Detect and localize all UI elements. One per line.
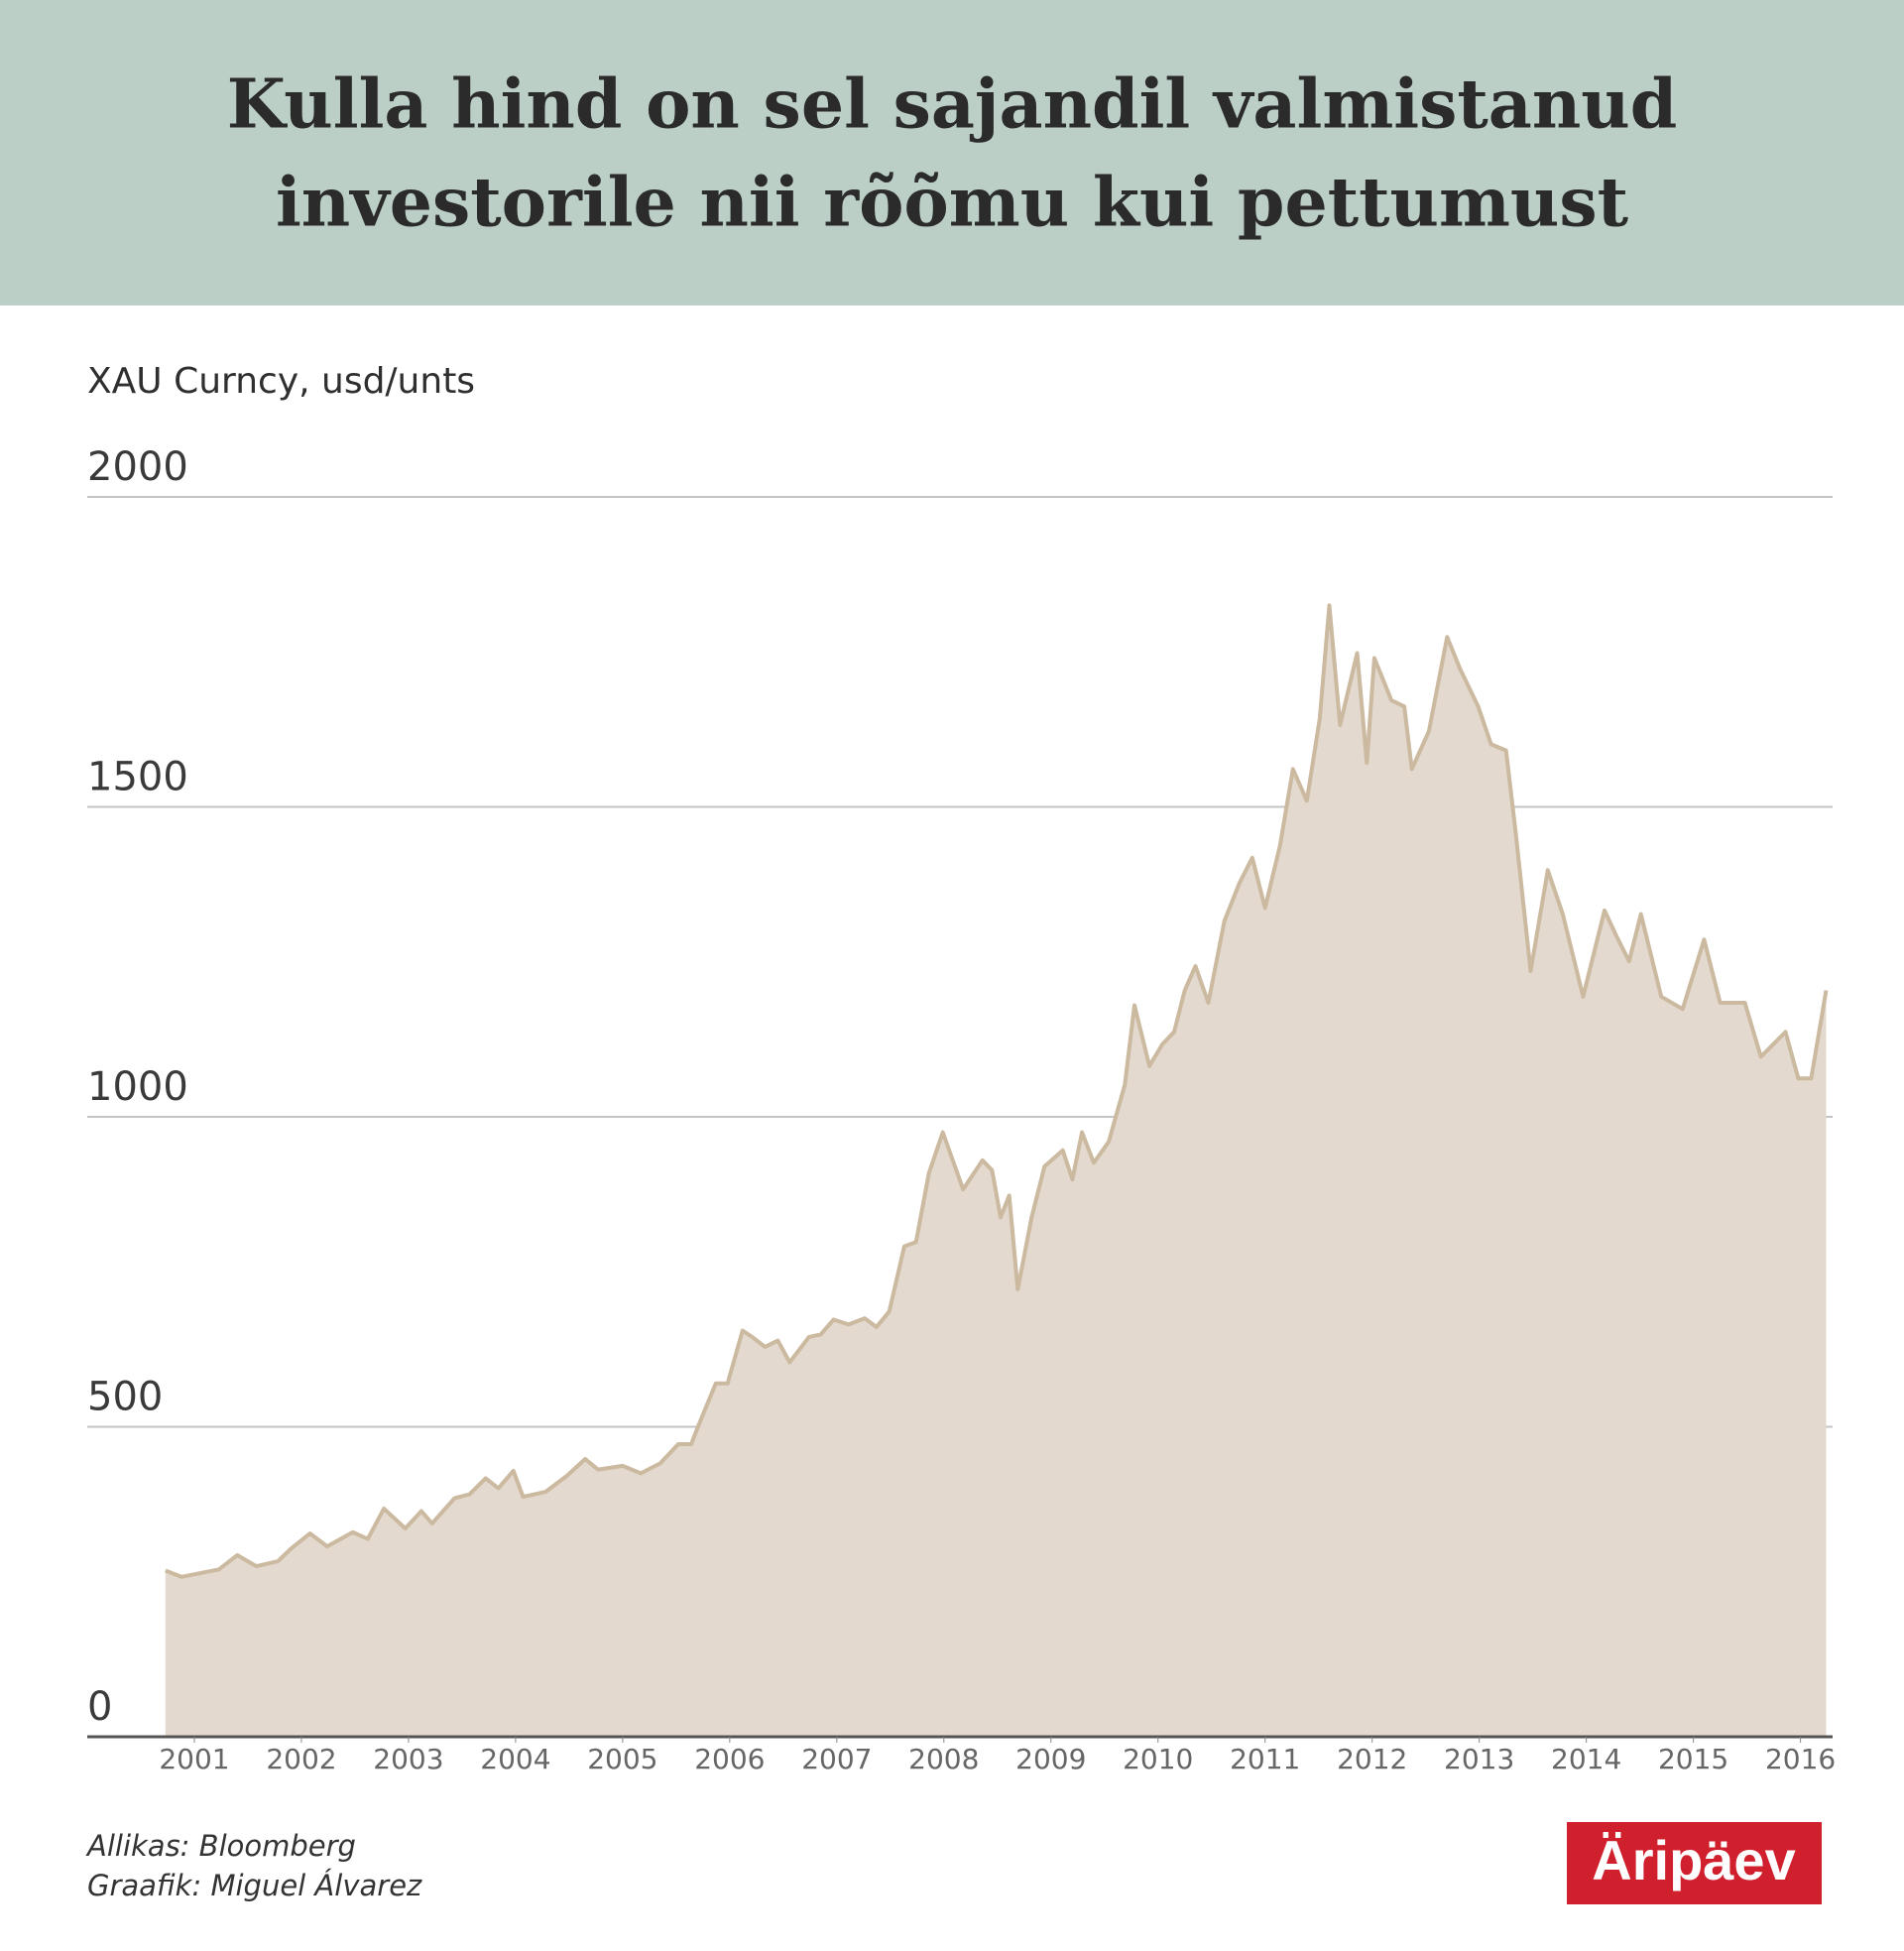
x-tick-label: 2014	[1551, 1743, 1621, 1775]
x-tick-label: 2010	[1123, 1743, 1193, 1775]
header-band	[0, 0, 1904, 305]
x-tick-label: 2006	[694, 1743, 765, 1775]
x-tick-label: 2009	[1015, 1743, 1086, 1775]
x-tick-label: 2005	[587, 1743, 657, 1775]
logo-box	[1567, 1822, 1822, 1904]
x-tick-label: 2016	[1765, 1743, 1836, 1775]
x-tick-label: 2001	[159, 1743, 229, 1775]
x-tick-label: 2007	[801, 1743, 872, 1775]
credit: Graafik: Miguel Álvarez	[87, 1869, 422, 1902]
x-tick-label: 2013	[1444, 1743, 1514, 1775]
x-tick-label: 2002	[266, 1743, 336, 1775]
y-tick-label: 2000	[87, 444, 188, 490]
x-tick-label: 2015	[1658, 1743, 1728, 1775]
y-axis-label: XAU Curncy, usd/unts	[87, 361, 475, 402]
source: Allikas: Bloomberg	[85, 1829, 356, 1863]
y-tick-label: 1000	[87, 1064, 188, 1110]
y-tick-label: 1500	[87, 755, 188, 800]
logo: Äripäev	[1592, 1829, 1795, 1891]
chart-title: Kulla hind on sel sajandil valmistanud	[227, 65, 1678, 145]
area	[165, 605, 1827, 1737]
x-tick-label: 2008	[908, 1743, 979, 1775]
x-tick-label: 2004	[480, 1743, 550, 1775]
y-tick-label: 500	[87, 1375, 163, 1420]
y-tick-label: 0	[87, 1684, 112, 1730]
line	[165, 603, 1829, 1579]
x-tick-label: 2003	[373, 1743, 443, 1775]
x-tick-label: 2012	[1337, 1743, 1407, 1775]
x-tick-label: 2011	[1230, 1743, 1300, 1775]
chart-title: investorile nii rõõmu kui pettumust	[276, 164, 1629, 243]
